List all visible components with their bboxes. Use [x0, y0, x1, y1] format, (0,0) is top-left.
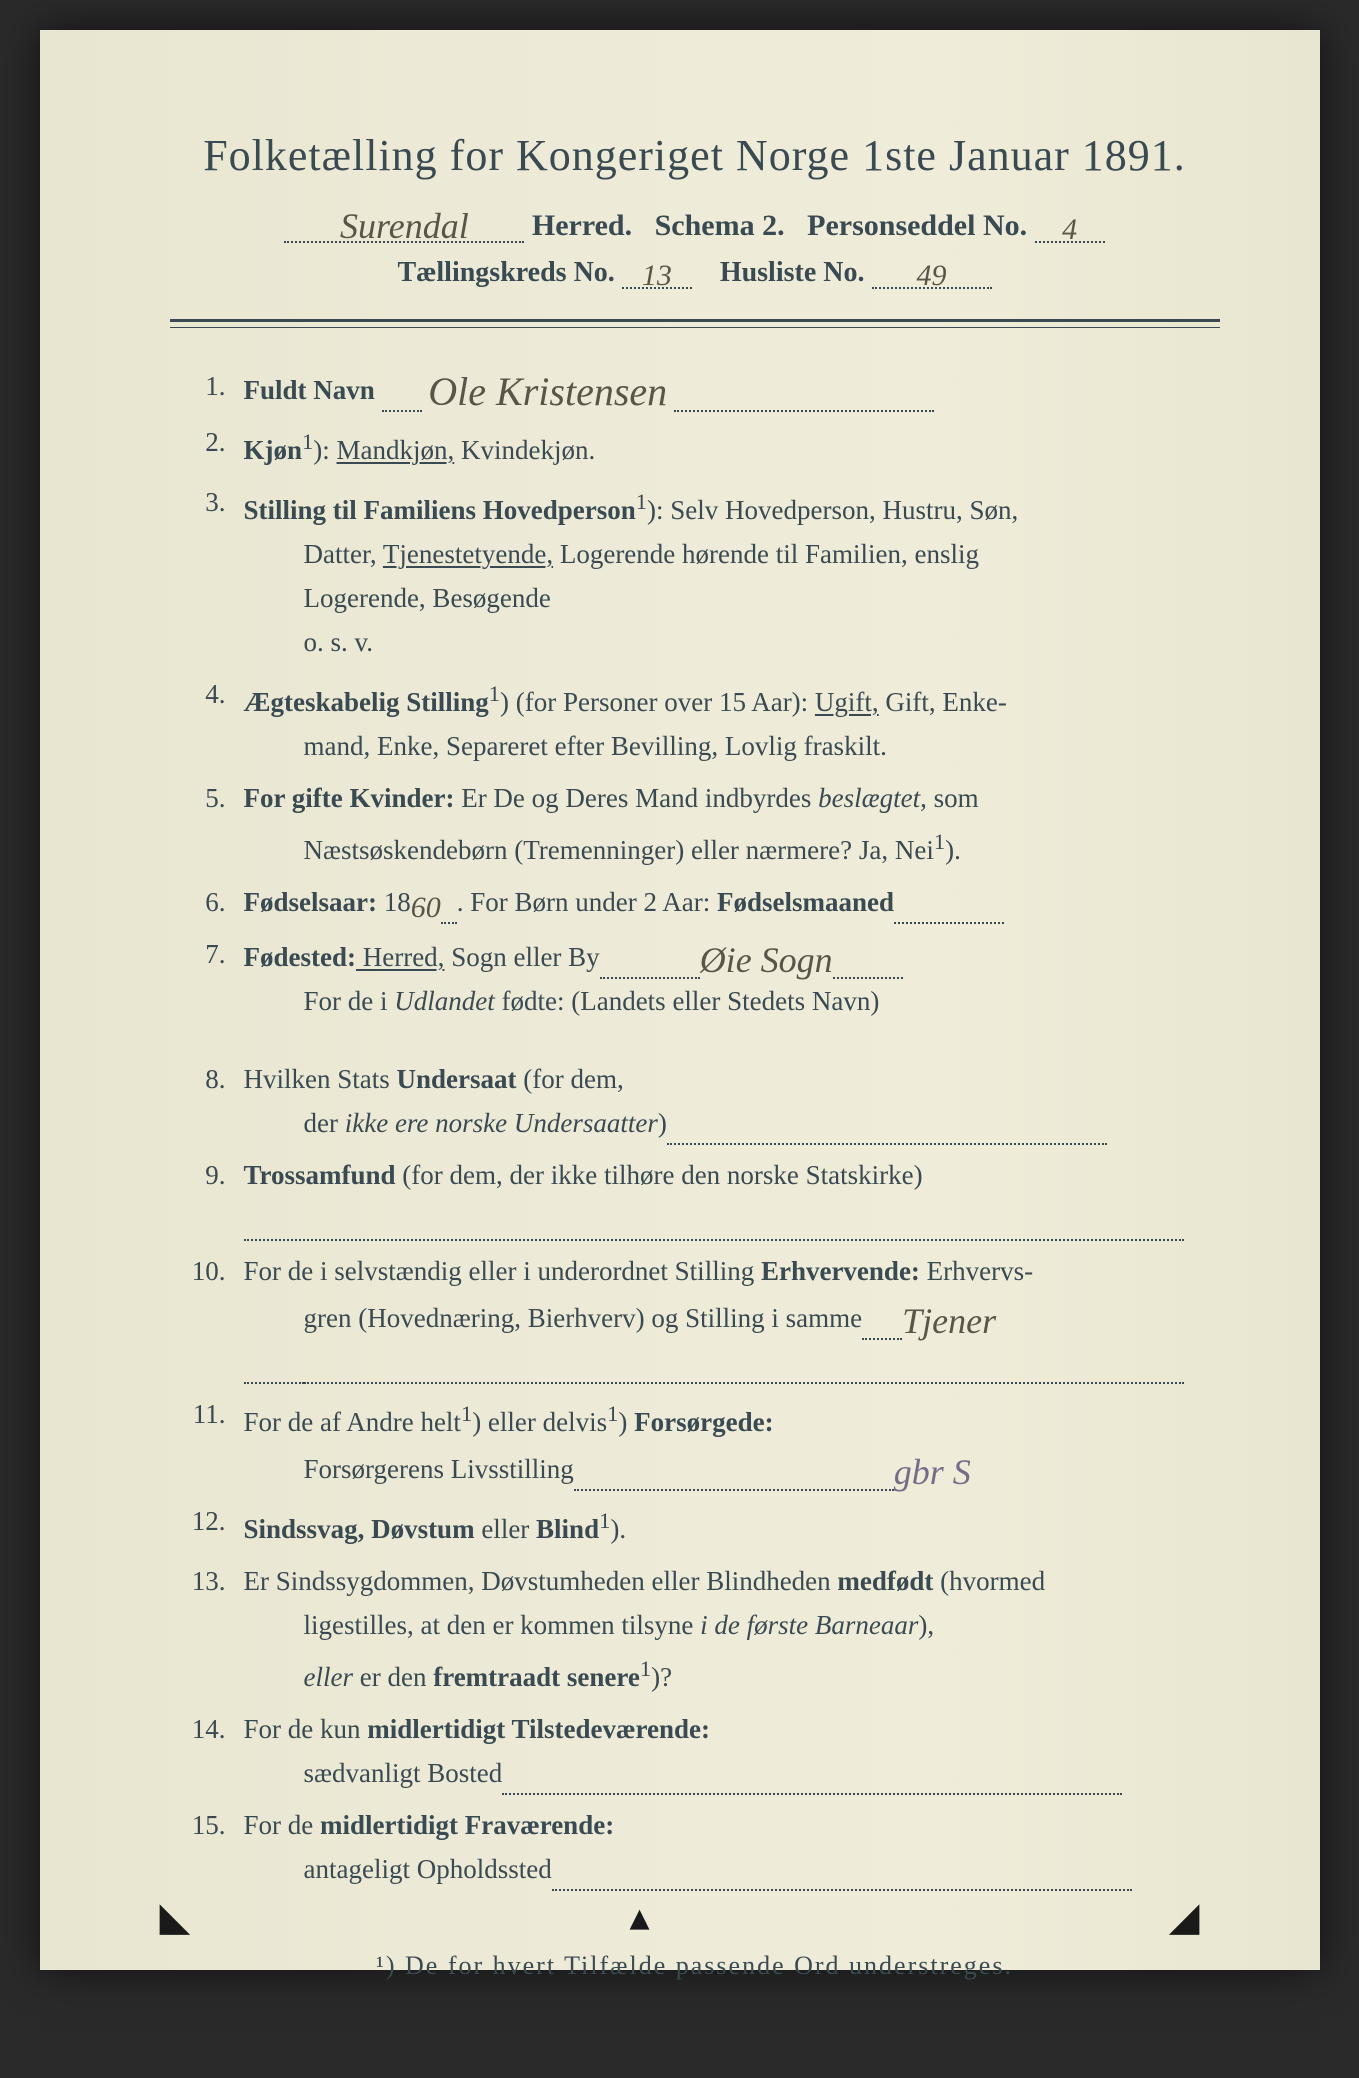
provider-value: gbr S: [894, 1450, 971, 1494]
corner-mark-right: ◢: [1169, 1893, 1200, 1940]
census-form-page: Folketælling for Kongeriget Norge 1ste J…: [40, 30, 1320, 1970]
item-11: 11. For de af Andre helt1) eller delvis1…: [170, 1392, 1220, 1491]
page-title: Folketælling for Kongeriget Norge 1ste J…: [170, 130, 1220, 181]
birthplace-value: Øie Sogn: [700, 938, 833, 982]
footnote: ¹) De for hvert Tilfælde passende Ord un…: [170, 1951, 1220, 1981]
herred-label: Herred.: [532, 209, 632, 242]
item-12: 12. Sindssvag, Døvstum eller Blind1).: [170, 1499, 1220, 1551]
item-9: 9. Trossamfund (for dem, der ikke tilhør…: [170, 1153, 1220, 1241]
divider-top: [170, 319, 1220, 328]
subheader-line-1: Surendal Herred. Schema 2. Personseddel …: [170, 199, 1220, 243]
item-15: 15. For de midlertidigt Fraværende: anta…: [170, 1803, 1220, 1891]
personseddel-label: Personseddel No.: [807, 209, 1027, 242]
label-fuldt-navn: Fuldt Navn: [244, 375, 375, 405]
item-2: 2. Kjøn1): Mandkjøn, Kvindekjøn.: [170, 420, 1220, 472]
selected-herred: Herred,: [356, 942, 444, 972]
item-7: 7. Fødested: Herred, Sogn eller ByØie So…: [170, 932, 1220, 1023]
husliste-label: Husliste No.: [720, 257, 865, 288]
husliste-no: 49: [917, 259, 947, 293]
item-1: 1. Fuldt Navn Ole Kristensen: [170, 364, 1220, 412]
selected-tjenestetyende: Tjenestetyende,: [383, 539, 553, 569]
subheader-line-2: Tællingskreds No. 13 Husliste No. 49: [170, 253, 1220, 289]
item-10: 10. For de i selvstændig eller i underor…: [170, 1249, 1220, 1384]
item-8: 8. Hvilken Stats Undersaat (for dem, der…: [170, 1057, 1220, 1145]
kreds-no: 13: [642, 259, 672, 293]
personseddel-no: 4: [1062, 213, 1077, 247]
item-5: 5. For gifte Kvinder: Er De og Deres Man…: [170, 776, 1220, 872]
item-13: 13. Er Sindssygdommen, Døvstumheden elle…: [170, 1559, 1220, 1699]
corner-mark-center: ▴: [630, 1893, 650, 1940]
item-4: 4. Ægteskabelig Stilling1) (for Personer…: [170, 672, 1220, 768]
herred-value: Surendal: [340, 205, 469, 247]
value-name: Ole Kristensen: [428, 370, 667, 414]
item-14: 14. For de kun midlertidigt Tilstedevære…: [170, 1707, 1220, 1795]
birth-year: 60: [411, 886, 441, 930]
kreds-label: Tællingskreds No.: [397, 257, 614, 288]
selected-ugift: Ugift,: [815, 687, 879, 717]
item-3: 3. Stilling til Familiens Hovedperson1):…: [170, 480, 1220, 664]
item-6: 6. Fødselsaar: 1860. For Børn under 2 Aa…: [170, 880, 1220, 924]
occupation-value: Tjener: [902, 1299, 996, 1343]
schema-label: Schema 2.: [655, 209, 785, 242]
corner-mark-left: ◣: [160, 1893, 191, 1940]
selected-mandkjon: Mandkjøn,: [337, 435, 455, 465]
